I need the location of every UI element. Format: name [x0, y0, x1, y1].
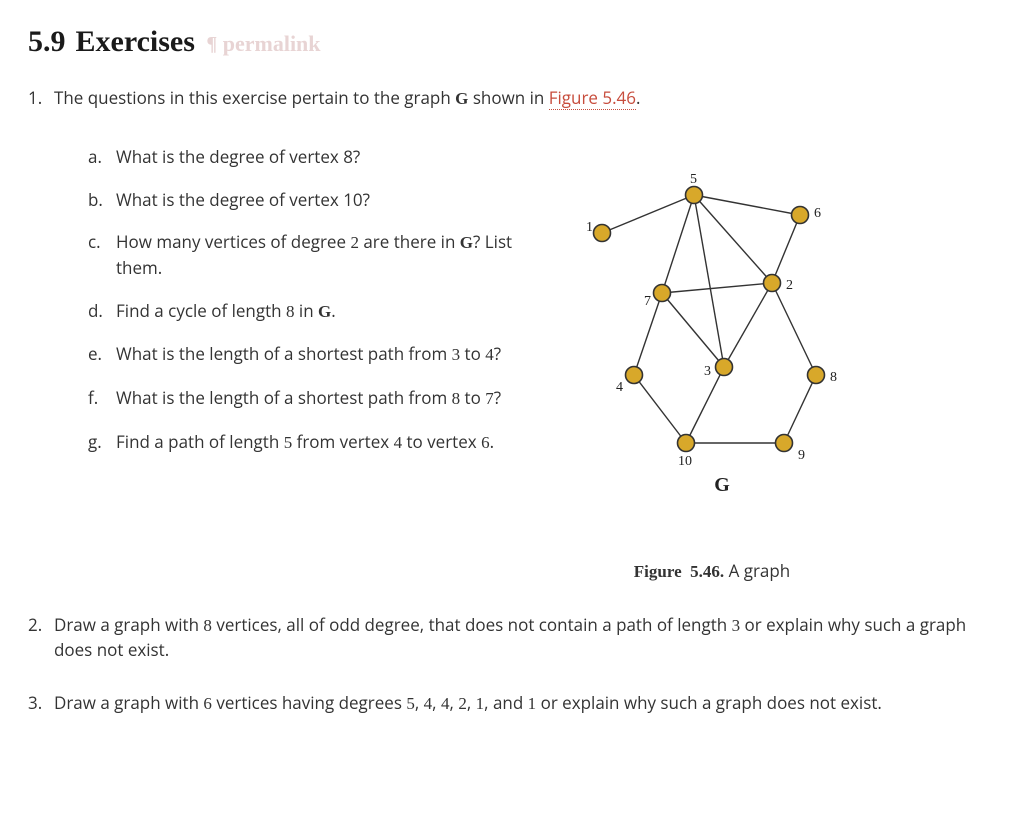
svg-text:3: 3: [704, 364, 711, 379]
section-title-text: Exercises: [76, 25, 195, 58]
text: Find a path of length 5 from vertex 4 to…: [116, 430, 494, 453]
text: Find a cycle of length 8 in G.: [116, 299, 336, 322]
text: The questions in this exercise pertain t…: [54, 86, 455, 109]
text: A graph: [729, 559, 791, 582]
svg-text:4: 4: [616, 380, 623, 395]
figure-5-46: 1 2 3 4 5 6 7 8 9 10 G Figure 5.46. A graph: [542, 145, 882, 585]
text: How many vertices of degree: [116, 230, 350, 253]
graph-label: G: [714, 474, 730, 496]
text: are there in: [359, 230, 460, 253]
text: Draw a graph with 8 vertices, all of odd…: [54, 613, 966, 662]
exercise-2: Draw a graph with 8 vertices, all of odd…: [28, 613, 981, 663]
exercise-list: The questions in this exercise pertain t…: [28, 86, 981, 717]
permalink-link[interactable]: ¶ permalink: [206, 31, 320, 56]
svg-text:2: 2: [786, 278, 793, 293]
text: .: [636, 86, 640, 109]
sub-b: What is the degree of vertex 10?: [88, 188, 518, 213]
sub-a: What is the degree of vertex 8?: [88, 145, 518, 170]
text: 5.46.: [690, 562, 724, 581]
graph-svg: 1 2 3 4 5 6 7 8 9 10 G: [562, 165, 862, 505]
exercise-3: Draw a graph with 6 vertices having degr…: [28, 691, 981, 717]
text: Draw a graph with 6 vertices having degr…: [54, 691, 882, 714]
sub-e: What is the length of a shortest path fr…: [88, 342, 518, 368]
text: shown in: [468, 86, 548, 109]
svg-text:1: 1: [586, 220, 593, 235]
exercise-1: The questions in this exercise pertain t…: [28, 86, 981, 585]
section-heading: 5.9 Exercises ¶ permalink: [28, 20, 981, 64]
text: Figure: [634, 562, 682, 581]
exercise-1-intro: The questions in this exercise pertain t…: [54, 86, 981, 112]
graph-symbol: G: [460, 233, 473, 252]
text: What is the degree of vertex 10?: [116, 188, 370, 211]
text: 2: [350, 233, 359, 252]
sub-g: Find a path of length 5 from vertex 4 to…: [88, 430, 518, 456]
svg-text:5: 5: [690, 172, 697, 187]
permalink-text: permalink: [223, 31, 321, 56]
section-number: 5.9: [28, 25, 66, 58]
svg-text:6: 6: [814, 206, 821, 221]
sub-f: What is the length of a shortest path fr…: [88, 386, 518, 412]
svg-text:8: 8: [830, 370, 837, 385]
svg-text:10: 10: [678, 454, 692, 469]
text: What is the length of a shortest path fr…: [116, 342, 501, 365]
sub-c: How many vertices of degree 2 are there …: [88, 230, 518, 280]
text: What is the length of a shortest path fr…: [116, 386, 501, 409]
figure-link[interactable]: Figure 5.46: [549, 86, 636, 110]
exercise-1-sublist: What is the degree of vertex 8? What is …: [54, 145, 518, 473]
pilcrow-icon: ¶: [206, 33, 217, 55]
graph-symbol: G: [455, 89, 468, 108]
figure-caption: Figure 5.46. A graph: [542, 559, 882, 585]
svg-text:7: 7: [644, 294, 651, 309]
text: What is the degree of vertex 8?: [116, 145, 360, 168]
svg-text:9: 9: [798, 448, 805, 463]
sub-d: Find a cycle of length 8 in G.: [88, 299, 518, 325]
